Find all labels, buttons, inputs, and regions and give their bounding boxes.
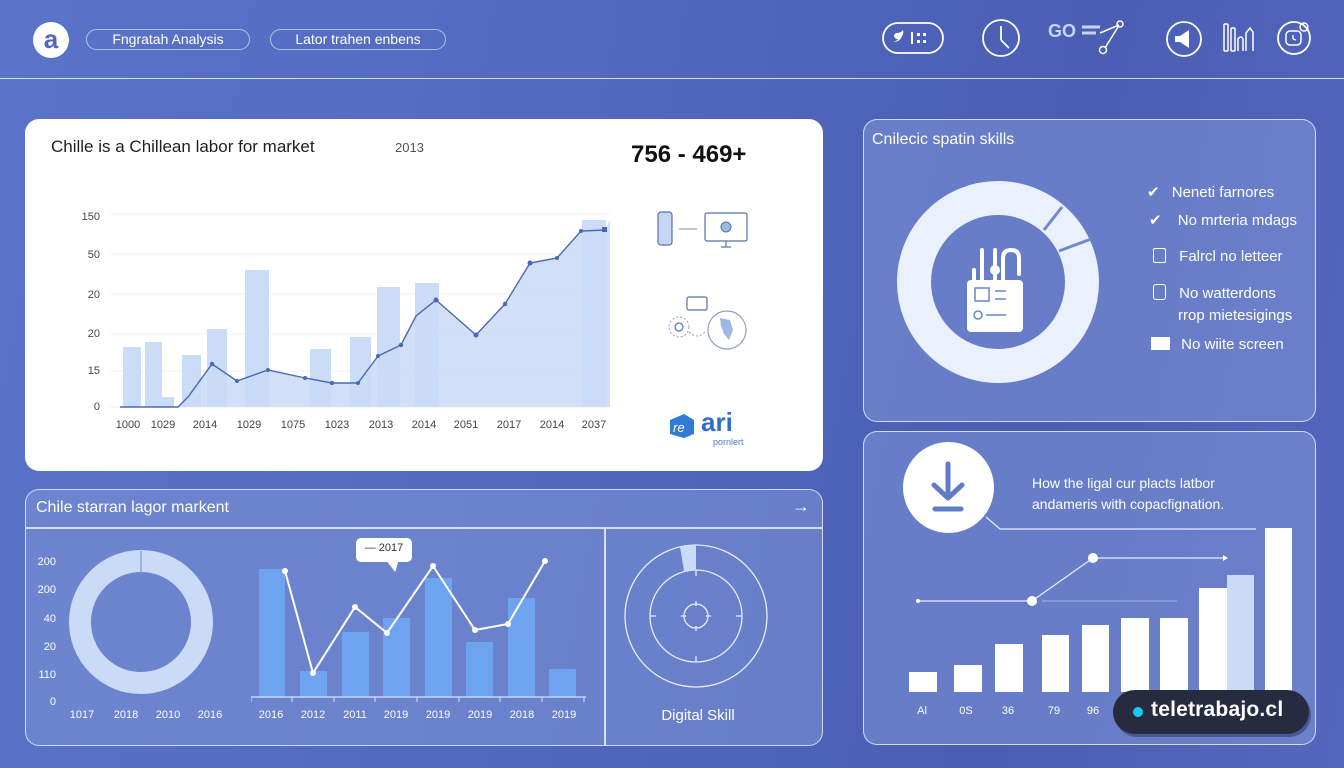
skill-item: No watterdons [1153,284,1276,302]
brand-name: ari [701,407,733,437]
tab-analysis[interactable]: Fngratah Analysis [86,29,250,50]
x-tick: 2018 [509,709,535,721]
skill-item: rrop mietesigings [1178,307,1293,324]
x-tick: 2017 [496,419,522,431]
status-dot-icon [1133,707,1143,717]
document-icon [1153,248,1166,263]
download-icon[interactable] [903,442,994,533]
y-tick: 0 [93,401,100,413]
phone-monitor-icon [657,211,748,248]
skills-card: Cnilecic spatin skills ✔ Neneti farnores… [863,119,1316,422]
go-network-icon[interactable]: GO [1048,18,1128,63]
bar-stats-icon[interactable] [1222,22,1258,59]
check-icon: ✔ [1147,184,1160,201]
labor-card-title: Chile starran lagor markent [36,499,229,516]
skill-item: No wiite screen [1151,336,1284,353]
growth-text-line1: How the ligal cur placts latbor [1032,475,1215,491]
x-tick: 1023 [324,419,350,431]
y-tick: 20 [87,328,100,340]
badge-text: teletrabajo.cl [1151,698,1284,721]
brand-mark: re [673,420,685,435]
twitter-grid-icon[interactable] [882,22,944,59]
toolbox-icon [967,247,1023,332]
digital-skill-gauge [624,544,768,688]
x-tick: 2019 [467,709,493,721]
y-tick: 200 [37,584,56,596]
main-card-year: 2013 [395,140,424,155]
x-tick: 1075 [280,419,306,431]
legend-tooltip: — 2017 [356,538,412,572]
x-tick: 2018 [113,709,139,721]
x-tick: 1029 [150,419,176,431]
growth-bar-chart [909,516,1292,692]
skills-card-title: Cnilecic spatin skills [872,131,1015,148]
y-tick: 50 [87,249,100,261]
donut-chart [69,550,213,694]
x-tick: Al [917,705,927,717]
globe-network-icon [668,296,747,350]
y-tick: 150 [81,211,100,223]
svg-text:GO: GO [1048,21,1076,41]
y-tick: 20 [43,641,56,653]
x-tick: 2010 [155,709,181,721]
x-tick: 2014 [411,419,437,431]
labor-market-card: Chile starran lagor markent → 200 200 40… [25,489,823,746]
skill-item: ✔ Neneti farnores [1147,184,1275,201]
x-tick: 2014 [192,419,218,431]
skill-item: Falrcl no letteer [1153,248,1283,265]
x-tick: 2019 [551,709,577,721]
y-tick: 110 [38,669,56,681]
x-tick: 1000 [115,419,141,431]
x-tick: 2019 [383,709,409,721]
labor-market-chart [110,213,610,408]
brand-subtitle: pornlert [713,437,744,447]
brand-logo-icon: re [668,412,696,440]
y-tick: 15 [87,365,100,377]
growth-text-line2: andameris with copacfignation. [1032,496,1225,512]
note-icon [1153,284,1166,300]
megaphone-icon[interactable] [1165,20,1203,63]
digital-skill-label: Digital Skill [661,707,735,724]
x-tick: 2014 [539,419,565,431]
clock-icon[interactable] [981,18,1021,63]
source-badge[interactable]: teletrabajo.cl [1113,690,1309,734]
tab-labor[interactable]: Lator trahen enbens [270,29,446,50]
x-tick: 2051 [453,419,479,431]
x-tick: 36 [1001,705,1015,717]
big-number: 756 - 469+ [631,141,747,168]
main-card-title: Chille is a Chillean labor for market [51,137,315,156]
y-tick: 20 [87,289,100,301]
check-icon: ✔ [1149,212,1162,229]
timer-icon[interactable] [1276,19,1314,62]
card-divider [604,528,606,745]
arrow-right-icon[interactable]: → [792,496,810,516]
bar-line-chart [251,558,586,702]
x-tick: 2016 [258,709,284,721]
x-tick: 2037 [581,419,607,431]
main-chart-card: Chille is a Chillean labor for market 20… [25,119,823,471]
x-tick: 2016 [197,709,223,721]
x-tick: 79 [1047,705,1061,717]
mail-icon [1151,337,1170,350]
card-divider [26,527,822,529]
y-tick: 40 [43,613,56,625]
x-tick: 2019 [425,709,451,721]
skill-item: ✔ No mrteria mdags [1149,212,1297,229]
x-tick: 2011 [343,709,367,721]
top-bar: a Fngratah Analysis Lator trahen enbens … [0,0,1344,78]
app-logo[interactable]: a [33,22,69,58]
x-tick: 96 [1086,705,1100,717]
y-tick: 0 [49,696,56,708]
y-tick: 200 [37,556,56,568]
x-tick: 1017 [69,709,95,721]
x-tick: 0S [959,705,973,717]
x-tick: 2013 [368,419,394,431]
x-tick: 2012 [300,709,326,721]
skills-donut-chart [897,181,1099,383]
header-divider [0,78,1344,79]
x-tick: 1029 [236,419,262,431]
